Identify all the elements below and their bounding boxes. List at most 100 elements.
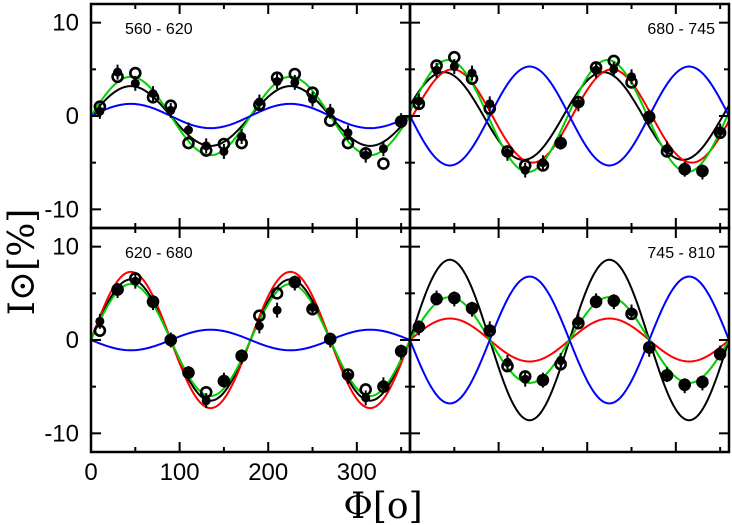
- filled-data-point: [254, 321, 264, 331]
- filled-data-point: [130, 78, 140, 88]
- open-data-point: [93, 100, 107, 113]
- model-curve-4: [410, 275, 729, 405]
- open-data-point: [323, 332, 337, 346]
- plot-area: [91, 270, 410, 410]
- open-data-point: [625, 76, 638, 89]
- panel-4: 745 - 810: [408, 226, 731, 454]
- open-data-point: [199, 385, 213, 399]
- panel-3: 620 - 680: [89, 226, 412, 454]
- open-data-point: [253, 98, 266, 112]
- open-data-point: [164, 99, 178, 113]
- open-data-point: [607, 54, 621, 68]
- filled-data-point: [183, 125, 193, 135]
- open-data-point: [270, 71, 284, 85]
- panel-label: 560 - 620: [125, 21, 193, 38]
- open-data-point: [217, 137, 231, 151]
- open-data-point: [430, 292, 443, 306]
- panel-label: 745 - 810: [647, 245, 715, 262]
- y-axis-title: I⊙[%]: [2, 209, 43, 316]
- open-data-point: [696, 164, 709, 178]
- open-data-point: [448, 50, 461, 64]
- model-curve-4: [91, 328, 410, 352]
- open-data-point: [625, 307, 638, 321]
- open-data-point: [341, 136, 355, 150]
- open-data-point: [589, 295, 603, 309]
- open-data-point: [412, 97, 426, 111]
- open-data-point: [678, 378, 691, 392]
- y-tick-label: 0: [66, 103, 79, 130]
- y-axis-label: I⊙[%]: [2, 209, 43, 316]
- open-data-point: [607, 294, 621, 308]
- open-data-point: [359, 383, 372, 396]
- open-data-point: [146, 295, 160, 309]
- filled-data-point: [325, 106, 335, 116]
- open-data-point: [146, 91, 160, 104]
- open-data-point: [572, 95, 585, 109]
- open-data-point: [253, 309, 266, 323]
- x-tick-label: 200: [248, 459, 288, 486]
- open-data-point: [660, 369, 674, 382]
- y-tick-label: -10: [44, 196, 79, 223]
- x-tick-labels: 0 100 200 300: [84, 459, 377, 486]
- open-data-point: [696, 375, 709, 389]
- filled-data-point: [378, 144, 388, 154]
- open-data-point: [678, 162, 691, 176]
- y-tick-labels: 10 0 -10 10 0 -10: [44, 10, 79, 448]
- open-data-point: [642, 341, 656, 354]
- open-data-point: [129, 272, 142, 285]
- open-data-point: [199, 144, 213, 157]
- filled-data-point: [680, 164, 690, 174]
- filled-data-point: [343, 128, 353, 138]
- open-data-point: [448, 291, 461, 305]
- panel-label: 620 - 680: [125, 245, 193, 262]
- open-data-point: [589, 61, 603, 74]
- open-data-point: [412, 320, 426, 334]
- x-tick-label: 300: [337, 459, 377, 486]
- open-data-point: [465, 301, 479, 315]
- filled-data-point: [361, 393, 371, 403]
- y-tick-label: 0: [66, 327, 79, 354]
- open-data-point: [359, 147, 372, 160]
- open-data-point: [288, 275, 302, 289]
- open-data-point: [501, 145, 514, 158]
- filled-data-point: [166, 335, 176, 345]
- open-data-point: [518, 159, 532, 172]
- model-curve-2: [410, 68, 729, 164]
- filled-data-point: [538, 375, 548, 385]
- model-curve-4: [410, 65, 729, 167]
- open-data-point: [306, 302, 319, 316]
- open-data-point: [93, 324, 107, 337]
- open-data-point: [129, 66, 142, 80]
- open-data-point: [341, 368, 355, 381]
- open-data-point: [554, 136, 567, 150]
- panel-label: 680 - 745: [647, 21, 715, 38]
- open-data-point: [235, 136, 248, 150]
- open-data-point: [394, 344, 408, 358]
- open-data-point: [501, 359, 514, 373]
- open-data-point: [377, 157, 390, 170]
- filled-data-point: [201, 396, 211, 406]
- open-data-point: [430, 59, 443, 72]
- model-curve-3: [91, 102, 410, 130]
- filled-data-point: [449, 62, 459, 72]
- x-axis-label: Φ[o]: [343, 486, 422, 525]
- open-data-point: [713, 347, 727, 361]
- open-data-point: [182, 136, 195, 150]
- open-data-point: [111, 70, 124, 84]
- panels: 560 - 620 680 - 745 620 - 680 745 - 810: [89, 2, 731, 454]
- y-tick-label: -10: [44, 420, 79, 447]
- open-data-point: [642, 110, 656, 124]
- open-data-point: [713, 126, 727, 140]
- filled-data-point: [272, 305, 282, 315]
- open-data-point: [270, 287, 284, 300]
- model-curve-3: [410, 59, 729, 173]
- open-data-point: [288, 67, 302, 81]
- panel-2: 680 - 745: [408, 2, 731, 230]
- open-data-point: [518, 370, 532, 383]
- model-curve-1: [410, 71, 729, 161]
- filled-data-point: [644, 112, 654, 122]
- open-data-point: [306, 86, 319, 99]
- plot-area: [410, 258, 729, 422]
- plot-area: [410, 50, 729, 180]
